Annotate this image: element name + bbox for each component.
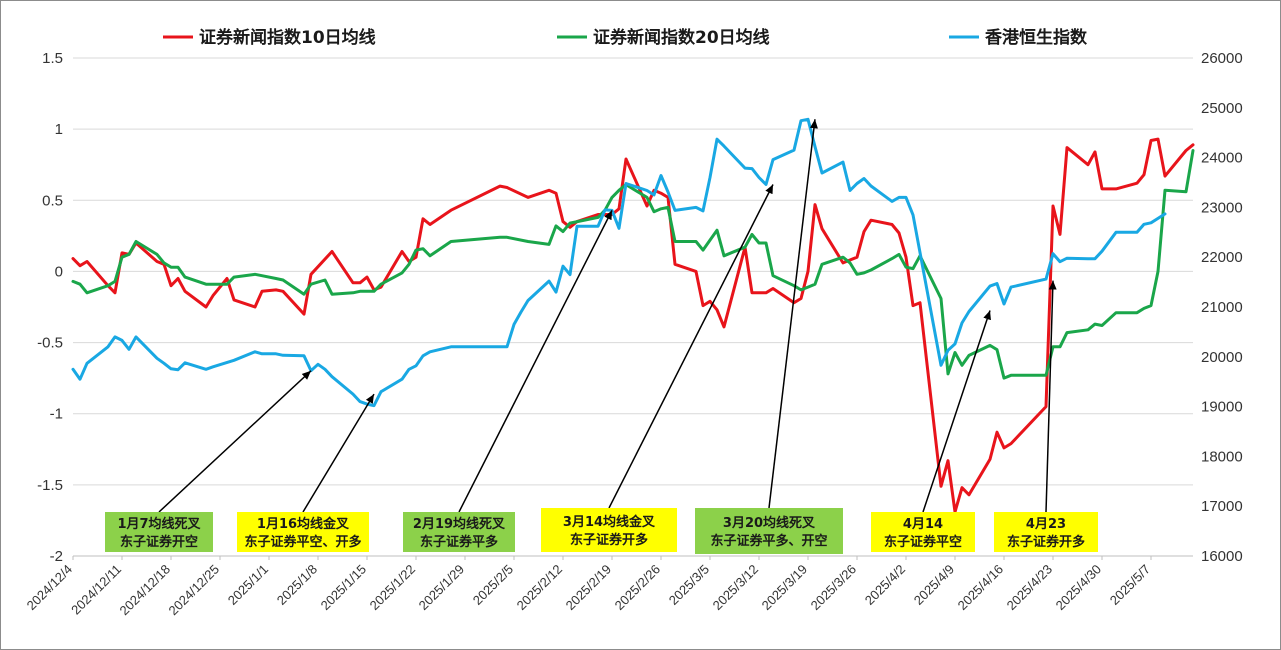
annotation-title: 4月14 — [903, 517, 943, 532]
legend-label: 证券新闻指数10日均线 — [199, 27, 376, 48]
y-right-tick-label: 25000 — [1201, 100, 1243, 117]
x-tick-label: 2025/3/12 — [710, 562, 762, 614]
legend-label: 证券新闻指数20日均线 — [593, 27, 770, 48]
gridlines — [73, 57, 1193, 557]
annotation-box — [403, 512, 515, 552]
annotation-action: 东子证券开多 — [570, 532, 648, 548]
annotation-title: 1月16均线金叉 — [257, 516, 350, 532]
x-tick-label: 2025/3/26 — [808, 562, 860, 614]
annotation-box — [695, 508, 843, 554]
series-lines — [71, 117, 1195, 514]
annotation-title: 3月14均线金叉 — [563, 514, 656, 530]
y-left-tick-label: 0.5 — [42, 192, 63, 209]
annotation-box — [541, 508, 677, 552]
annotation-action: 东子证券开多 — [1007, 534, 1085, 550]
y-left-tick-label: 1 — [55, 121, 63, 138]
annotation-box — [105, 512, 213, 552]
y-left-tick-label: -1.5 — [37, 477, 63, 494]
annotation-arrow — [458, 210, 613, 513]
annotation-boxes: 1月7均线死叉东子证券开空1月16均线金叉东子证券平空、开多2月19均线死叉东子… — [105, 508, 1098, 554]
legend-label: 香港恒生指数 — [985, 27, 1088, 48]
y-right-tick-label: 18000 — [1201, 448, 1243, 465]
x-tick-label: 2025/1/8 — [274, 562, 320, 608]
x-tick-label: 2025/3/19 — [759, 562, 811, 614]
y-right-tick-label: 26000 — [1201, 50, 1243, 67]
annotation-title: 3月20均线死叉 — [723, 515, 816, 531]
x-tick-label: 2025/3/5 — [666, 562, 712, 608]
x-tick-label: 2025/1/15 — [318, 562, 370, 614]
annotation-action: 东子证券平空 — [884, 534, 962, 550]
annotation-action: 东子证券平多、开空 — [710, 533, 827, 549]
x-tick-label: 2024/12/4 — [24, 562, 76, 614]
annotation-action: 东子证券平空、开多 — [244, 534, 361, 550]
x-tick-label: 2025/1/22 — [367, 562, 419, 614]
x-tick-label: 2024/12/18 — [116, 562, 173, 619]
y-left-tick-label: -1 — [50, 406, 63, 423]
y-right-tick-label: 22000 — [1201, 249, 1243, 266]
x-tick-label: 2025/4/23 — [1004, 562, 1056, 614]
x-tick-label: 2025/5/7 — [1107, 562, 1153, 608]
y-right-tick-label: 23000 — [1201, 199, 1243, 216]
annotation-box — [237, 512, 369, 552]
x-tick-label: 2025/4/30 — [1053, 562, 1105, 614]
y-right-tick-label: 19000 — [1201, 399, 1243, 416]
y-right-tick-label: 24000 — [1201, 150, 1243, 167]
annotation-arrow — [158, 370, 312, 513]
series-line-3 — [71, 117, 1167, 408]
annotation-action: 东子证券开空 — [120, 534, 198, 550]
annotation-title: 2月19均线死叉 — [413, 516, 506, 532]
x-tick-label: 2025/2/26 — [612, 562, 664, 614]
annotation-box — [871, 512, 975, 552]
x-tick-label: 2025/2/12 — [514, 562, 566, 614]
y-right-tick-label: 20000 — [1201, 349, 1243, 366]
x-tick-label: 2025/4/16 — [955, 562, 1007, 614]
x-tick-label: 2025/1/1 — [225, 562, 271, 608]
x-tick-label: 2024/12/25 — [165, 562, 222, 619]
annotation-box — [994, 512, 1098, 552]
y-left-tick-label: 0 — [55, 263, 63, 280]
annotation-title: 1月7均线死叉 — [117, 516, 201, 532]
annotation-arrow — [302, 393, 375, 513]
annotation-arrow — [768, 119, 818, 509]
annotation-action: 东子证券平多 — [420, 534, 498, 550]
annotation-arrow — [608, 184, 774, 509]
y-right-tick-label: 21000 — [1201, 299, 1243, 316]
y-right-tick-label: 17000 — [1201, 498, 1243, 515]
y-right-tick-label: 16000 — [1201, 548, 1243, 565]
x-tick-label: 2025/4/2 — [862, 562, 908, 608]
x-tick-label: 2025/4/9 — [911, 562, 957, 608]
annotation-title: 4月23 — [1026, 517, 1066, 532]
annotation-arrow — [1045, 280, 1057, 513]
x-tick-label: 2025/2/19 — [563, 562, 615, 614]
legend: 证券新闻指数10日均线 证券新闻指数20日均线 香港恒生指数 — [163, 27, 1088, 48]
y-left-tick-label: -0.5 — [37, 335, 63, 352]
x-tick-label: 2024/12/11 — [68, 562, 124, 618]
y-left-tick-label: -2 — [50, 548, 63, 565]
y-left-tick-label: 1.5 — [42, 50, 63, 67]
x-tick-label: 2025/1/29 — [416, 562, 468, 614]
series-line-1 — [71, 137, 1195, 514]
annotation-arrows — [158, 119, 1057, 513]
series-line-2 — [71, 149, 1195, 380]
x-tick-label: 2025/2/5 — [470, 562, 516, 608]
annotation-arrow — [922, 310, 991, 513]
